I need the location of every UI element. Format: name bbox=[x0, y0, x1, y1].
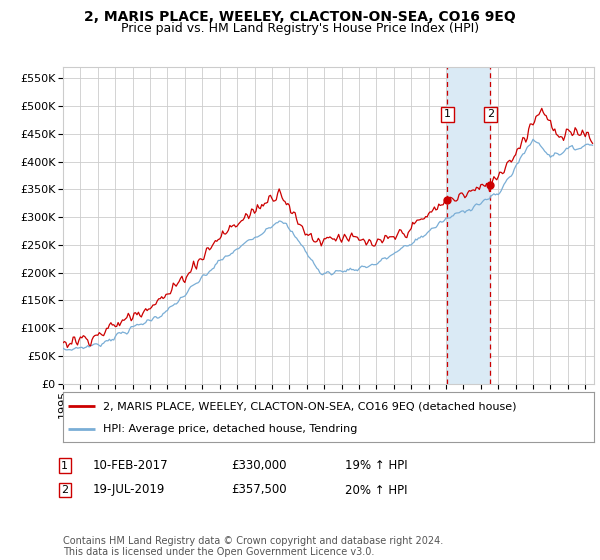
Text: £330,000: £330,000 bbox=[231, 459, 287, 473]
Text: 2, MARIS PLACE, WEELEY, CLACTON-ON-SEA, CO16 9EQ (detached house): 2, MARIS PLACE, WEELEY, CLACTON-ON-SEA, … bbox=[103, 401, 517, 411]
Text: Price paid vs. HM Land Registry's House Price Index (HPI): Price paid vs. HM Land Registry's House … bbox=[121, 22, 479, 35]
Text: 1: 1 bbox=[61, 461, 68, 471]
Text: 1: 1 bbox=[444, 109, 451, 119]
Text: 2: 2 bbox=[61, 485, 68, 495]
Text: 19% ↑ HPI: 19% ↑ HPI bbox=[345, 459, 407, 473]
Text: 20% ↑ HPI: 20% ↑ HPI bbox=[345, 483, 407, 497]
Text: 2: 2 bbox=[487, 109, 494, 119]
Text: £357,500: £357,500 bbox=[231, 483, 287, 497]
Text: HPI: Average price, detached house, Tendring: HPI: Average price, detached house, Tend… bbox=[103, 424, 357, 435]
Text: 2, MARIS PLACE, WEELEY, CLACTON-ON-SEA, CO16 9EQ: 2, MARIS PLACE, WEELEY, CLACTON-ON-SEA, … bbox=[84, 10, 516, 24]
Text: Contains HM Land Registry data © Crown copyright and database right 2024.
This d: Contains HM Land Registry data © Crown c… bbox=[63, 535, 443, 557]
Text: 19-JUL-2019: 19-JUL-2019 bbox=[93, 483, 166, 497]
Bar bbox=[448, 67, 490, 384]
Text: 10-FEB-2017: 10-FEB-2017 bbox=[93, 459, 169, 473]
